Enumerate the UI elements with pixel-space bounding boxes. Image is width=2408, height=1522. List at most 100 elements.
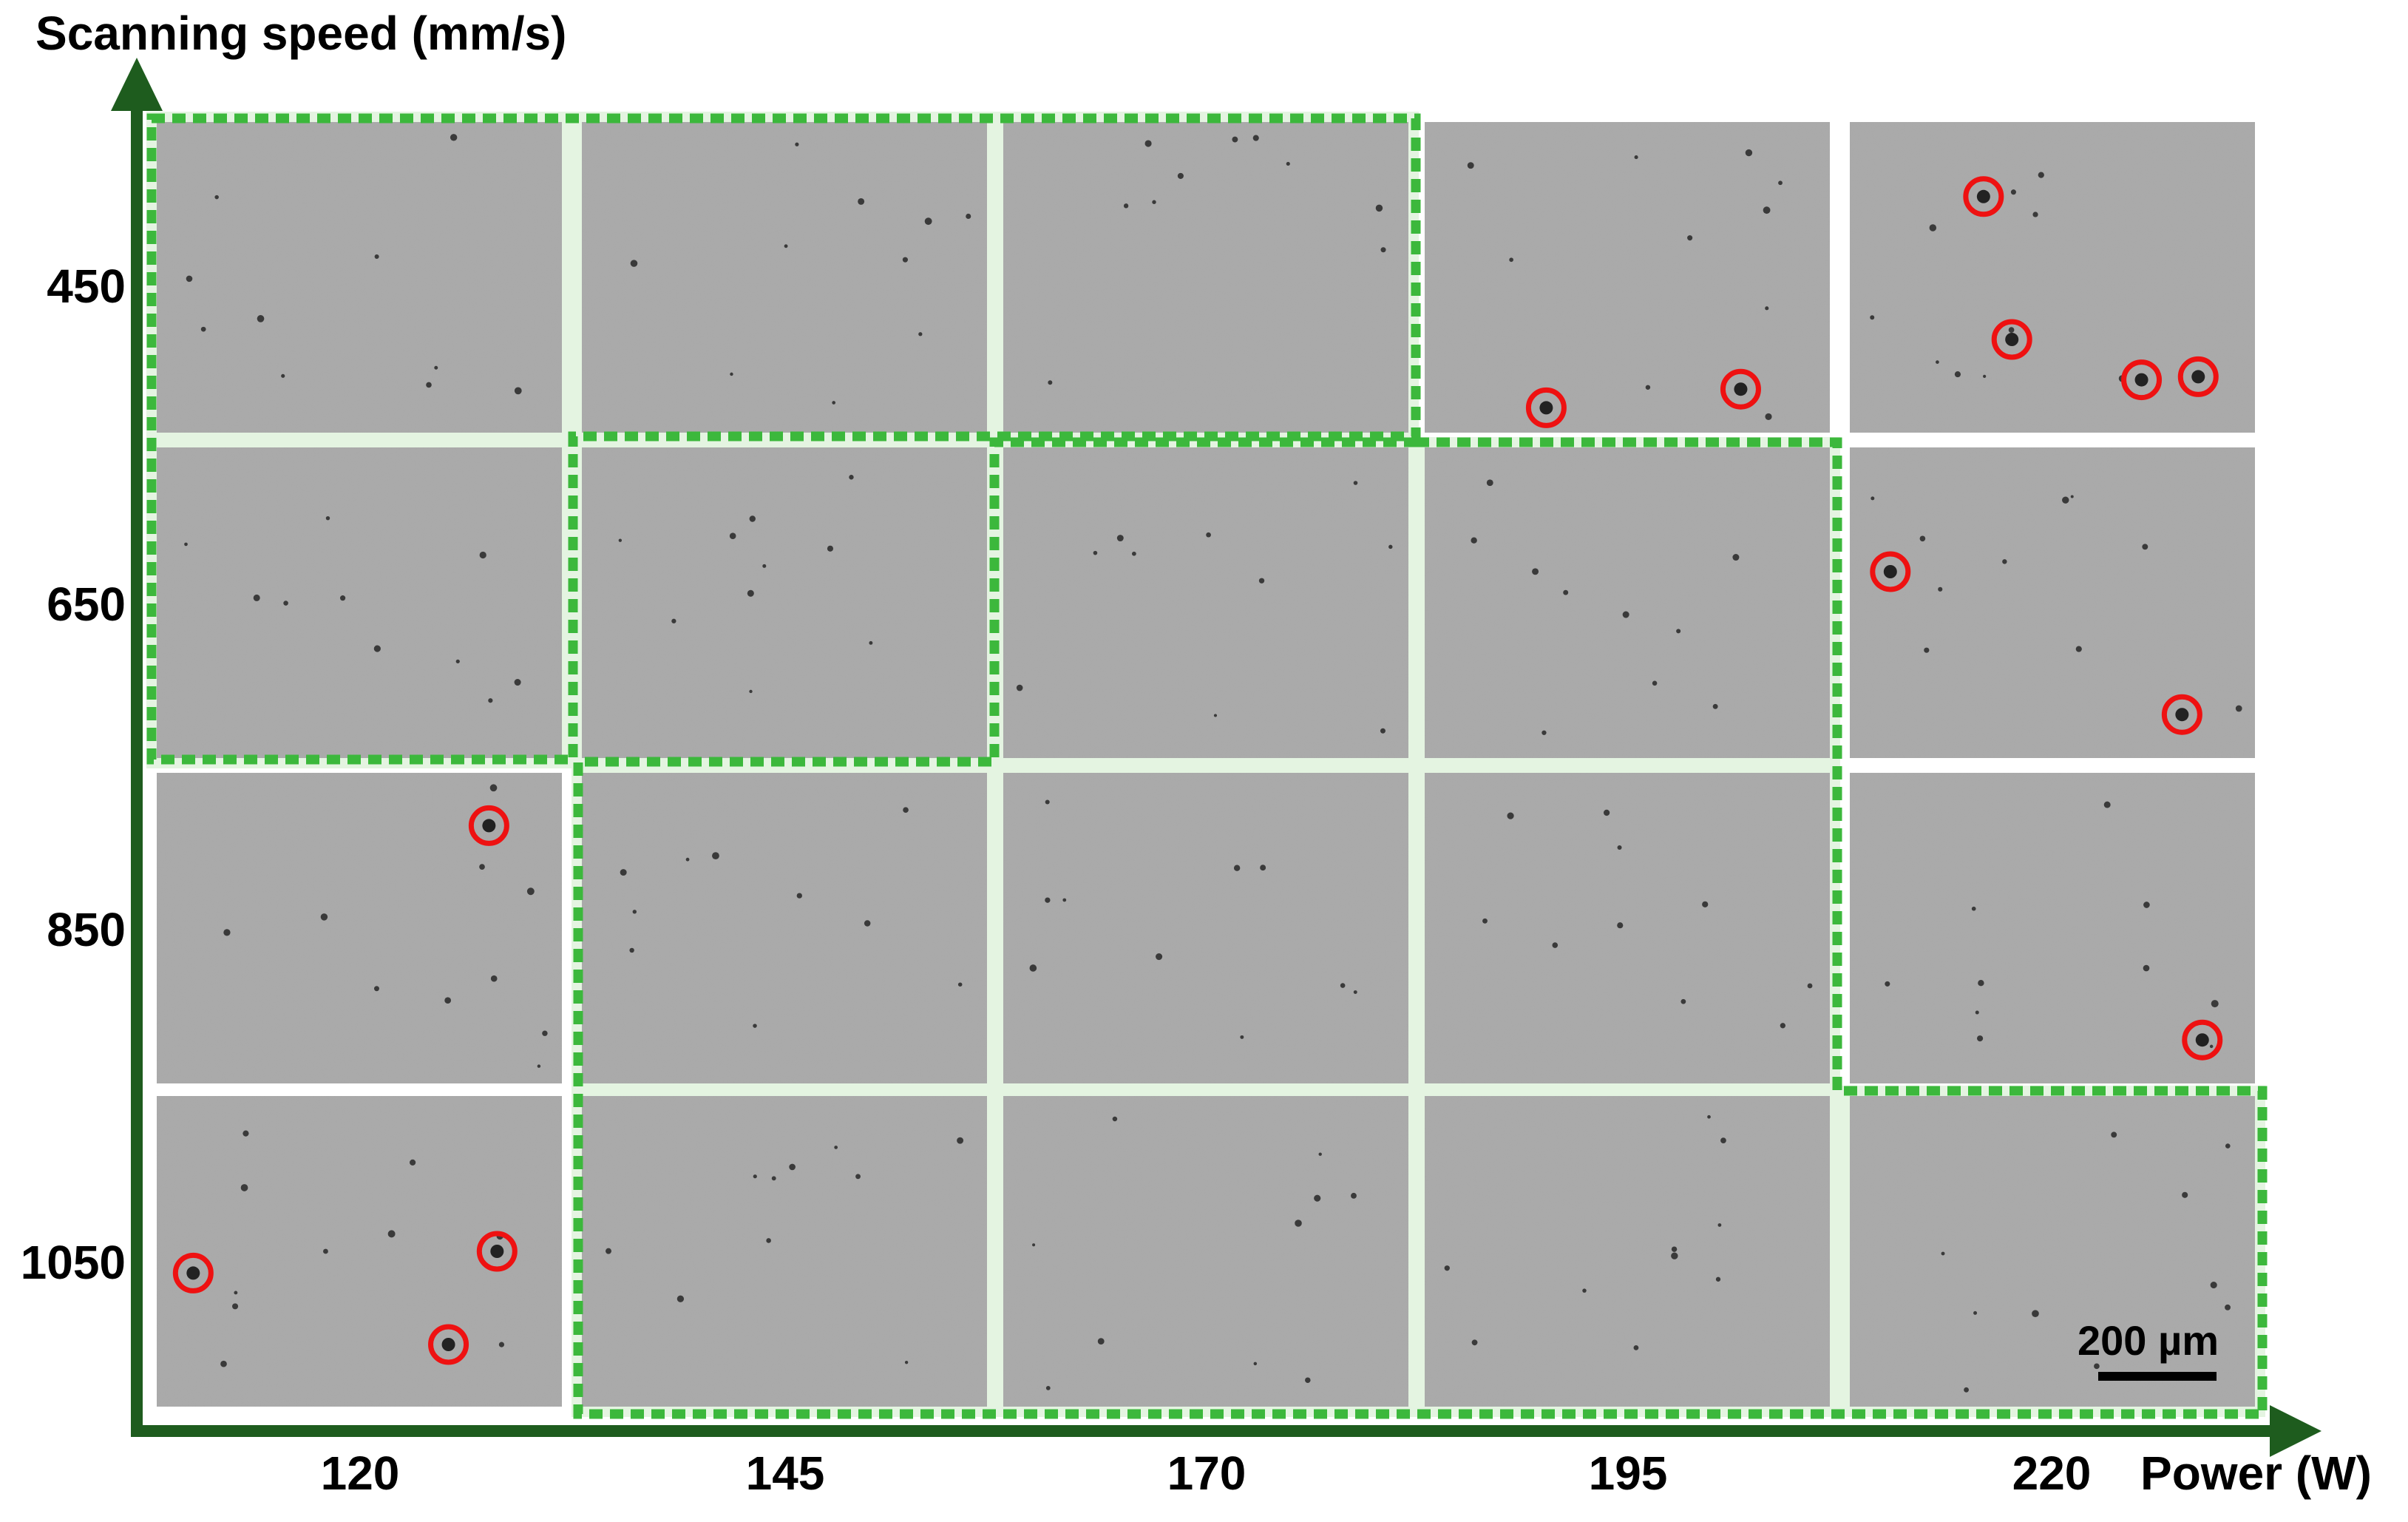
micrograph-speck: [1712, 703, 1718, 709]
micrograph-tiles: [157, 122, 2255, 1407]
pore-defect: [186, 1266, 200, 1280]
micrograph-1050-170: [1003, 1096, 1408, 1407]
micrograph-speck: [2002, 559, 2007, 564]
pore-defect: [490, 1245, 504, 1258]
micrograph-speck: [1353, 481, 1358, 485]
micrograph-850-220: [1850, 773, 2255, 1083]
micrograph-speck: [374, 254, 379, 260]
micrograph-speck: [1232, 136, 1238, 143]
micrograph-speck: [1156, 953, 1163, 961]
micrograph-1050-120: [157, 1096, 562, 1407]
micrograph-speck: [904, 1360, 909, 1364]
micrograph-speck: [1177, 172, 1184, 179]
micrograph-speck: [257, 315, 265, 322]
micrograph-850-195: [1425, 773, 1830, 1083]
micrograph-speck: [243, 1130, 249, 1137]
micrograph-texture: [582, 122, 987, 433]
micrograph-speck: [762, 564, 767, 568]
micrograph-speck: [1634, 155, 1638, 160]
micrograph-speck: [1486, 479, 1493, 487]
micrograph-850-145: [582, 773, 987, 1083]
micrograph-texture: [1850, 122, 2255, 433]
micrograph-speck: [1765, 306, 1769, 311]
micrograph-speck: [1720, 1137, 1726, 1143]
micrograph-speck: [1116, 535, 1124, 542]
pore-defect: [2005, 333, 2019, 346]
micrograph-speck: [1123, 203, 1129, 209]
micrograph-speck: [320, 913, 328, 921]
pore-defect: [2175, 708, 2189, 722]
micrograph-texture: [1003, 773, 1408, 1083]
pore-defect: [2195, 1033, 2209, 1047]
micrograph-1050-220: [1850, 1096, 2255, 1407]
defect-circle-marker: [476, 1231, 518, 1272]
micrograph-speck: [1929, 224, 1937, 231]
defect-circles: [172, 176, 2223, 1365]
micrograph-speck: [537, 1064, 541, 1068]
micrograph-speck: [1976, 1035, 1984, 1042]
micrograph-speck: [1045, 897, 1051, 903]
micrograph-650-195: [1425, 447, 1830, 758]
micrograph-speck: [2038, 172, 2044, 178]
micrograph-speck: [630, 260, 638, 267]
micrograph-speck: [606, 1248, 612, 1254]
micrograph-speck: [784, 244, 788, 248]
micrograph-speck: [2070, 495, 2074, 498]
micrograph-speck: [1152, 200, 1156, 204]
micrograph-speck: [2062, 496, 2069, 504]
micrograph-speck: [479, 551, 486, 559]
micrograph-speck: [1286, 161, 1290, 166]
micrograph-speck: [1340, 983, 1346, 988]
micrograph-speck: [1617, 922, 1624, 929]
micrograph-speck: [434, 365, 438, 370]
defect-circle-marker: [2182, 1019, 2223, 1061]
micrograph-speck: [1582, 1288, 1587, 1293]
micrograph-650-120: [157, 447, 562, 758]
micrograph-speck: [1314, 1194, 1321, 1202]
micrograph-speck: [1652, 680, 1658, 686]
micrograph-texture: [1425, 773, 1830, 1083]
micrograph-speck: [1938, 586, 1943, 592]
micrograph-speck: [339, 595, 346, 601]
micrograph-speck: [323, 1248, 328, 1254]
micrograph-speck: [1622, 611, 1629, 618]
micrograph-speck: [1258, 578, 1265, 584]
micrograph-speck: [1097, 1338, 1105, 1345]
micrograph-speck: [1871, 496, 1875, 501]
micrograph-speck: [1029, 964, 1037, 972]
micrograph-speck: [1380, 728, 1386, 734]
micrograph-speck: [729, 532, 736, 540]
micrograph-speck: [795, 142, 799, 146]
x-tick-120: 120: [320, 1447, 400, 1500]
micrograph-1050-145: [582, 1096, 987, 1407]
x-tick-170: 170: [1167, 1447, 1247, 1500]
micrograph-speck: [498, 1342, 505, 1347]
micrograph-speck: [325, 515, 330, 521]
micrograph-speck: [1671, 1252, 1678, 1259]
micrograph-speck: [1671, 1246, 1678, 1252]
micrograph-speck: [1131, 551, 1136, 556]
defect-circle-marker: [1870, 551, 1911, 592]
micrograph-speck: [1032, 1243, 1036, 1247]
micrograph-speck: [1045, 799, 1050, 805]
micrograph-speck: [186, 275, 193, 283]
micrograph-speck: [234, 1291, 238, 1295]
defect-circle-marker: [172, 1252, 214, 1293]
micrograph-speck: [1048, 380, 1053, 385]
micrograph-speck: [1563, 589, 1569, 595]
micrograph-speck: [2143, 964, 2150, 972]
micrograph-speck: [200, 326, 206, 332]
micrograph-speck: [918, 332, 923, 336]
x-axis-title: Power (W): [2140, 1447, 2372, 1500]
y-tick-1050: 1050: [20, 1236, 126, 1289]
micrograph-speck: [1444, 1265, 1450, 1271]
y-axis-arrowhead: [111, 58, 163, 111]
micrograph-speck: [771, 1176, 776, 1181]
micrograph-speck: [1645, 385, 1651, 390]
micrograph-450-195: [1425, 122, 1830, 433]
scale-bar-line: [2098, 1372, 2217, 1381]
micrograph-1050-195: [1425, 1096, 1830, 1407]
defect-circle-marker: [1991, 319, 2032, 360]
micrograph-speck: [2032, 1310, 2039, 1317]
micrograph-speck: [2182, 1191, 2188, 1198]
